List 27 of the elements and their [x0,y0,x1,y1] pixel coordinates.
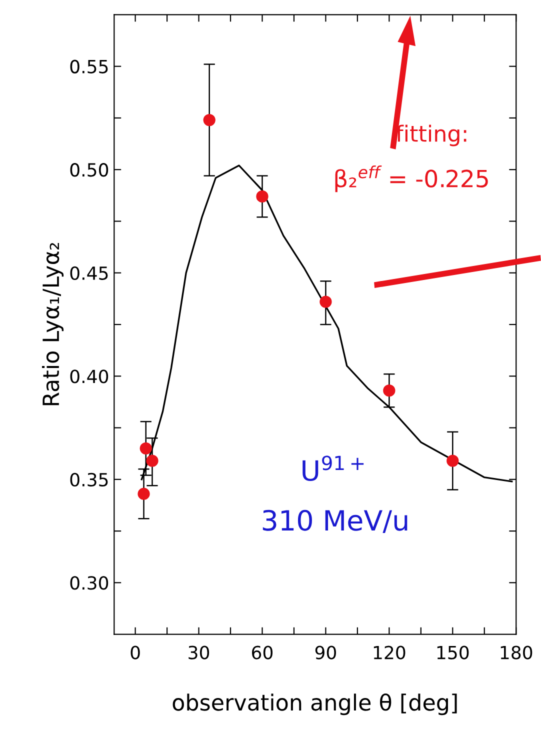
annotation: 310 MeV/u [262,510,408,534]
y-tick-label: 0.50 [70,163,108,177]
x-tick-label: 150 [437,646,469,660]
point [383,384,396,397]
x-tick-label: 0 [130,646,140,660]
y-tick-label: 0.45 [70,266,108,280]
point [256,190,268,203]
point [146,454,158,467]
annotation: fitting: [396,124,466,146]
y-tick-label: 0.40 [70,370,108,384]
x-tick-label: 90 [315,646,336,660]
point [140,442,152,454]
y-tick-label: 0.55 [70,60,108,74]
point [446,454,459,467]
point [138,488,150,500]
annotation: U$^{91+}$ [302,456,364,482]
y-tick-label: 0.35 [70,472,108,487]
x-tick-label: 60 [252,646,273,660]
x-tick-label: 120 [374,646,406,660]
point [320,296,332,308]
y-axis-title: Ratio Lyα₁/Lyα₂ [42,243,64,406]
x-tick-label: 30 [188,646,210,660]
x-tick-label: 180 [500,646,532,660]
point [203,114,216,126]
x-axis-title: observation angle θ [deg] [172,693,457,716]
annotation: β₂$^{eff}$ = -0.225 [335,166,488,192]
y-tick-label: 0.30 [70,576,108,590]
